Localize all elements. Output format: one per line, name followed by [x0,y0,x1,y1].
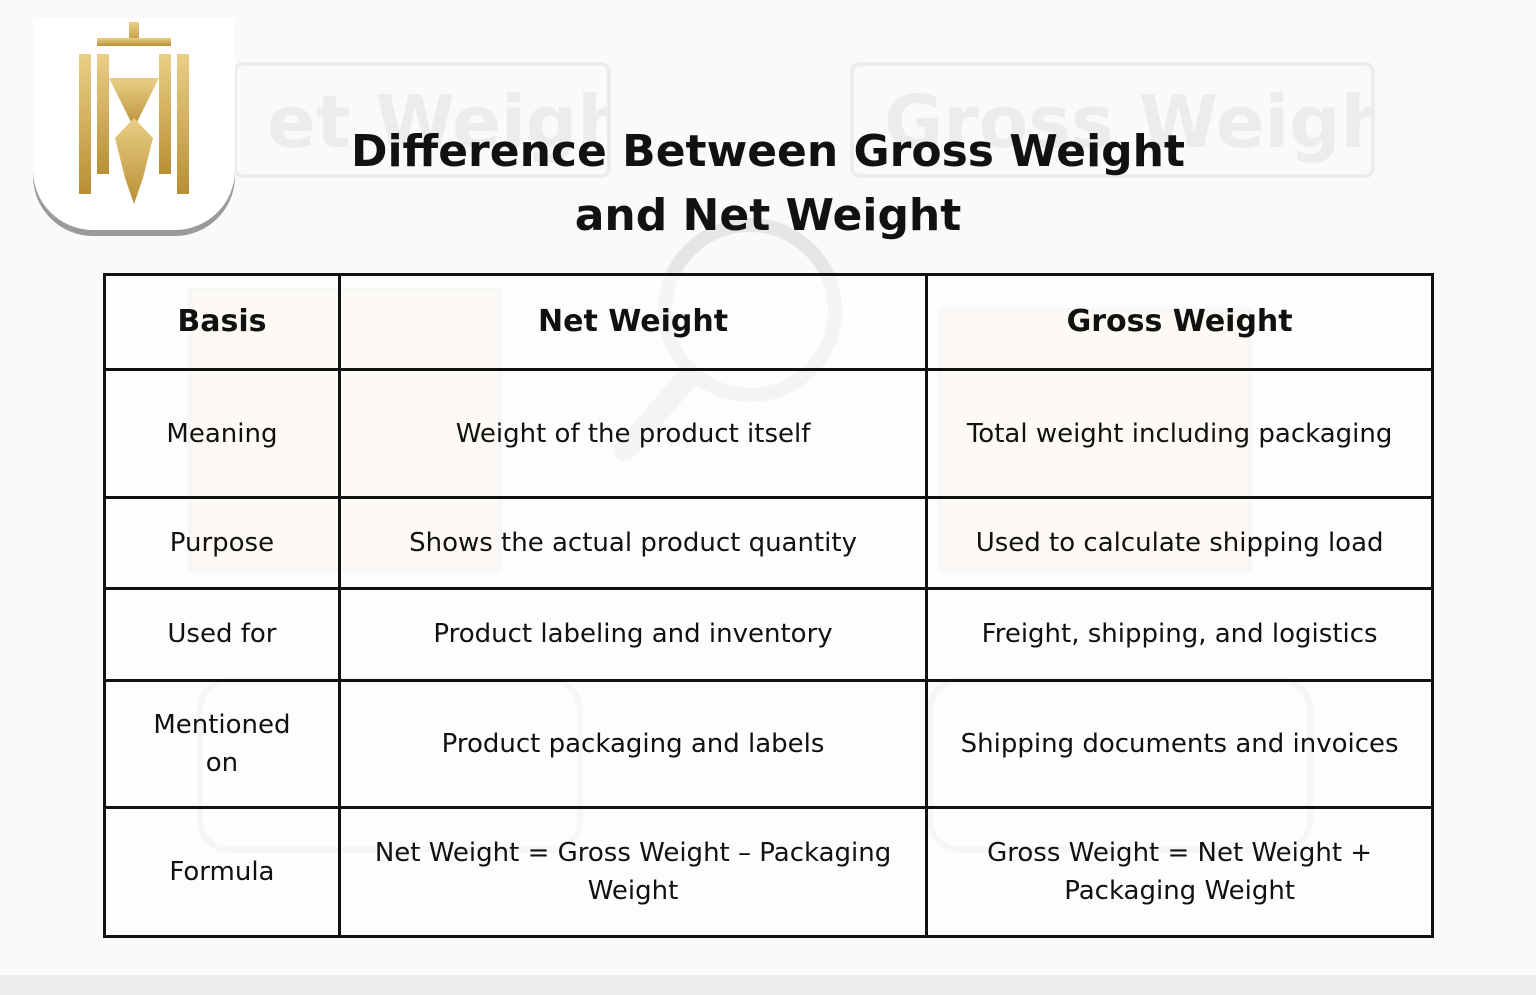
table-cell: Shipping documents and invoices [925,678,1434,809]
header-cell: Basis [103,273,341,371]
header-cell: Net Weight [337,273,929,371]
table-row: Used for Product labeling and inventory Fr… [103,587,1434,682]
header-cell: Gross Weight [925,273,1434,371]
background-label: et Weight [233,62,611,178]
table-row: Mentioned on Product packaging and labels… [103,678,1434,809]
footer-band [0,975,1536,995]
table-row: Purpose Shows the actual product quantity… [103,496,1434,591]
table-cell: Product packaging and labels [337,678,929,809]
table-cell: Shows the actual product quantity [337,496,929,591]
logo [33,18,235,230]
basis-cell: Used for [103,587,341,682]
title: Difference Between Gross Weight and Net … [350,126,1186,241]
basis-cell: Mentioned on [103,678,341,809]
basis-cell: Purpose [103,496,341,591]
table-cell: Used to calculate shipping load [925,496,1434,591]
table-cell: Total weight including packaging [925,367,1434,500]
table-cell: Product labeling and inventory [337,587,929,682]
logo-emblem [79,22,189,204]
header-row: Basis Net Weight Gross Weight [103,273,1434,371]
table-cell: Weight of the product itself [337,367,929,500]
table-row: Meaning Weight of the product itself Total… [103,367,1434,500]
table-cell: Gross Weight = Net Weight + Packaging We… [925,805,1434,939]
basis-cell: Formula [103,805,341,939]
background-label: Gross Weight [850,62,1375,178]
table-cell: Net Weight = Gross Weight – Packaging We… [337,805,929,939]
table-cell: Freight, shipping, and logistics [925,587,1434,682]
table-row: Formula Net Weight = Gross Weight – Packa… [103,805,1434,939]
table-body: Meaning Weight of the product itself Total… [103,367,1434,939]
basis-cell: Meaning [103,367,341,500]
comparison-table: Basis Net Weight Gross Weight Meaning Wei… [103,273,1434,939]
